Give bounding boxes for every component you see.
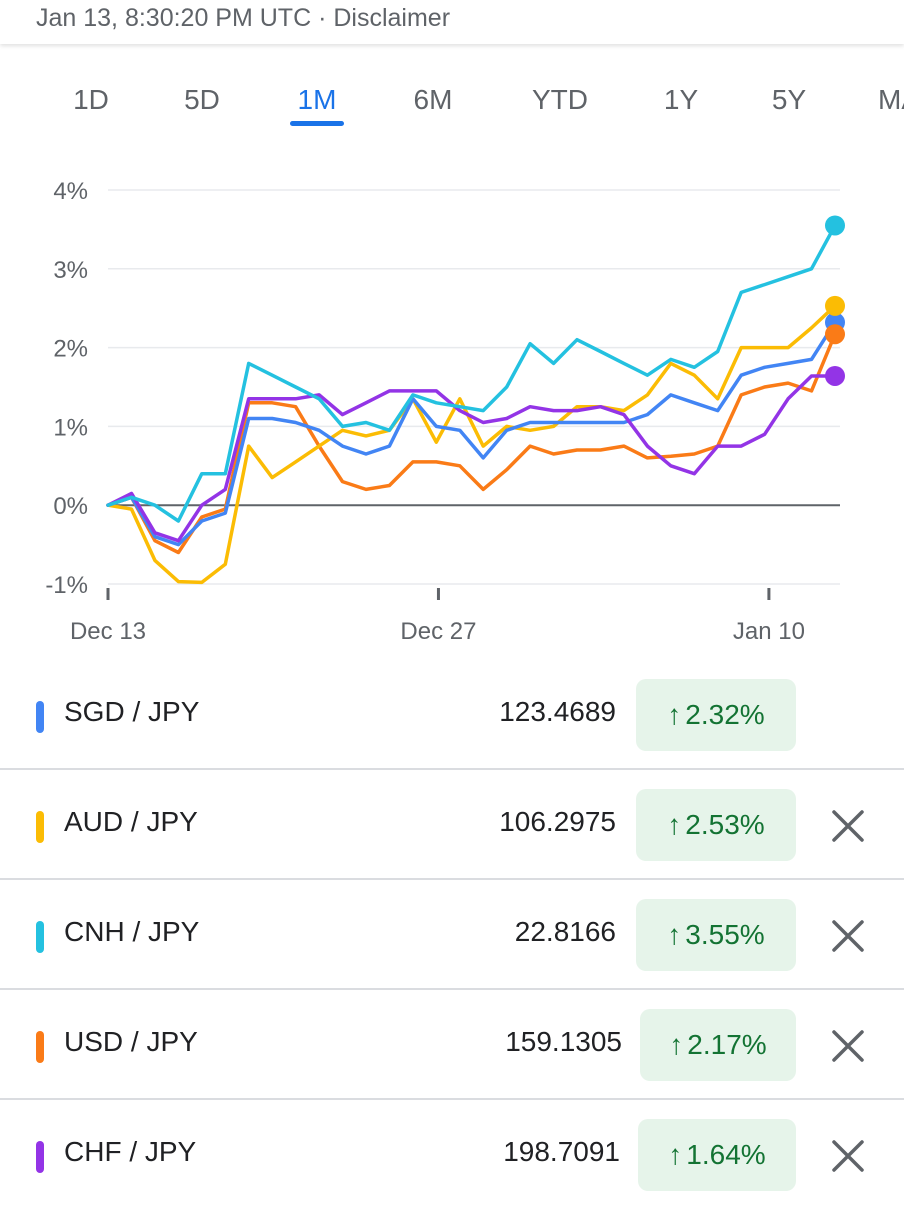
tab-6m[interactable]: 6M [413,84,453,115]
change-badge: ↑ 2.32% [636,679,796,751]
tab-1d[interactable]: 1D [73,84,109,115]
series-color-swatch [36,701,44,733]
watchlist-row-cnh-jpy[interactable]: CNH / JPY 22.8166 ↑ 3.55% [0,880,904,990]
y-tick-label: 1% [53,414,88,441]
watchlist-row-aud-jpy[interactable]: AUD / JPY 106.2975 ↑ 2.53% [0,770,904,880]
pair-price: 123.4689 [499,696,616,727]
top-bar: Jan 13, 8:30:20 PM UTC · Disclaimer [0,0,904,44]
change-badge: ↑ 2.53% [636,789,796,861]
series-line-aud-jpy [106,304,837,585]
series-endpoint-aud-jpy [825,295,845,316]
change-value: 1.64% [686,1139,766,1170]
series-endpoint-cnh-jpy [825,215,845,236]
change-value: 2.17% [687,1029,767,1060]
series-line-cnh-jpy [106,223,837,523]
change-value: 2.32% [685,699,765,730]
y-tick-label: 3% [53,257,88,284]
series-endpoint-usd-jpy [825,324,845,345]
tab-1m-label: 1M [297,84,337,115]
tab-5y[interactable]: 5Y [771,84,807,115]
series-endpoints [825,215,845,386]
watchlist-row-usd-jpy[interactable]: USD / JPY 159.1305 ↑ 2.17% [0,990,904,1100]
watchlist-row-sgd-jpy[interactable]: SGD / JPY 123.4689 ↑ 2.32% [0,660,904,770]
change-badge: ↑ 1.64% [638,1119,796,1191]
x-tick-label: Dec 27 [400,618,476,645]
series-line-sgd-jpy [106,320,837,547]
pair-price: 22.8166 [514,916,616,947]
pair-price: 106.2975 [499,806,616,837]
y-tick-label: 4% [53,178,88,205]
time-range-tabs: 1D 5D 1M 6M YTD 1Y 5Y MAX [0,80,904,130]
arrow-up-icon: ↑ [669,1029,684,1060]
pair-name: SGD / JPY [64,696,200,727]
x-axis: Dec 13 Dec 27 Jan 10 [70,588,805,645]
tab-1m[interactable]: 1M [286,80,348,128]
change-badge: ↑ 2.17% [640,1009,796,1081]
tab-1y[interactable]: 1Y [663,84,699,115]
pair-name: USD / JPY [64,1026,198,1057]
arrow-up-icon: ↑ [668,1139,683,1170]
chart-gridlines [108,189,840,585]
series-color-swatch [36,811,44,843]
arrow-up-icon: ↑ [667,699,682,730]
series-endpoint-chf-jpy [825,365,845,386]
pair-name: AUD / JPY [64,806,198,837]
arrow-up-icon: ↑ [667,919,682,950]
series-line-chf-jpy [106,374,837,543]
tab-5d[interactable]: 5D [184,84,220,115]
pair-price: 198.7091 [503,1136,620,1167]
series-color-swatch [36,1141,44,1173]
close-icon[interactable] [828,806,868,846]
change-value: 2.53% [685,809,765,840]
series-color-swatch [36,921,44,953]
timestamp-disclaimer[interactable]: Jan 13, 8:30:20 PM UTC · Disclaimer [36,4,451,32]
series-color-swatch [36,1031,44,1063]
y-tick-label: 2% [53,336,88,363]
close-icon[interactable] [828,1136,868,1176]
tab-max[interactable]: MAX [878,84,904,115]
x-tick-label: Jan 10 [733,618,805,645]
pair-name: CHF / JPY [64,1136,197,1167]
y-tick-label: 0% [53,493,88,520]
pair-name: CNH / JPY [64,916,200,947]
comparison-chart[interactable]: 4% 3% 2% 1% 0% -1% Dec 13 Dec 27 Jan 10 [0,160,904,650]
close-icon[interactable] [828,1026,868,1066]
change-value: 3.55% [685,919,765,950]
tab-ytd[interactable]: YTD [532,84,588,115]
y-axis-labels: 4% 3% 2% 1% 0% -1% [45,178,88,599]
active-tab-indicator [290,121,344,126]
change-badge: ↑ 3.55% [636,899,796,971]
x-tick-label: Dec 13 [70,618,146,645]
close-icon[interactable] [828,916,868,956]
y-tick-label: -1% [45,572,88,599]
pair-price: 159.1305 [505,1026,622,1057]
series-lines [106,223,837,585]
watchlist-row-chf-jpy[interactable]: CHF / JPY 198.7091 ↑ 1.64% [0,1100,904,1210]
arrow-up-icon: ↑ [667,809,682,840]
